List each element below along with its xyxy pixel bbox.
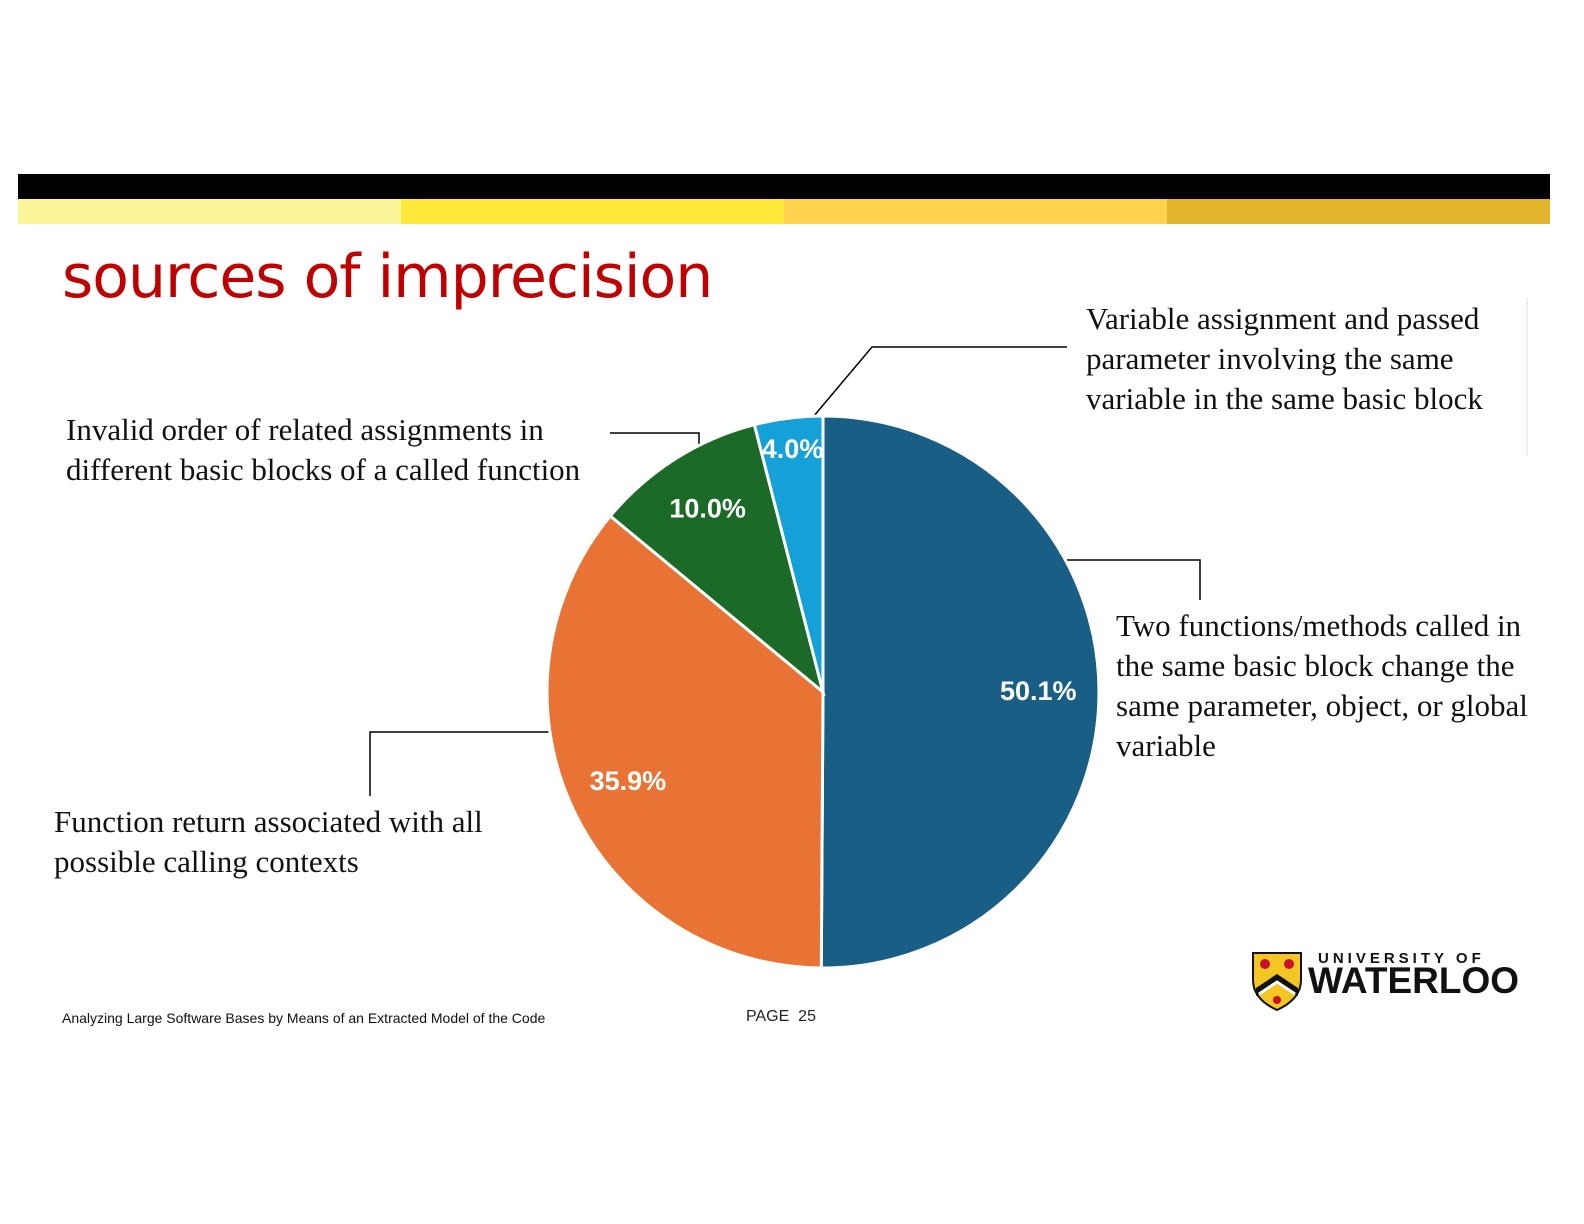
category-label: Invalid order of related assignments in …: [66, 412, 581, 487]
data-label: 10.0%: [669, 493, 746, 523]
header-bar: [18, 174, 1550, 199]
leader-line: [1056, 559, 1201, 600]
stripe: [401, 199, 784, 224]
leader-lines: [369, 346, 1201, 796]
leader-line: [610, 432, 700, 452]
page-number-value: 25: [798, 1008, 816, 1025]
logo-shield: [1252, 952, 1302, 1012]
stripe: [1167, 199, 1550, 224]
data-label: 4.0%: [762, 434, 824, 464]
category-label: Two functions/methods called in the same…: [1116, 608, 1528, 763]
slide-title: sources of imprecision: [62, 242, 713, 312]
category-label: Function return associated with all poss…: [54, 804, 483, 879]
page-number: PAGE 25: [746, 1008, 816, 1026]
data-label: 50.1%: [1000, 676, 1077, 706]
logo-text: UNIVERSITY OF: [1318, 950, 1485, 967]
footer-text: Analyzing Large Software Bases by Means …: [62, 1010, 546, 1026]
stripe: [18, 199, 401, 224]
pie-slice: [545, 513, 825, 970]
page-label: PAGE: [746, 1008, 790, 1025]
logo-text: WATERLOO: [1308, 960, 1520, 1001]
category-label: Variable assignment and passed parameter…: [1086, 301, 1483, 416]
pie-slice: [608, 422, 826, 697]
data-label: 35.9%: [590, 766, 667, 796]
leader-line: [369, 731, 557, 796]
pie-slice: [752, 414, 825, 693]
pie-slice: [819, 414, 1101, 970]
stripe: [784, 199, 1167, 224]
leader-line: [807, 346, 1067, 424]
